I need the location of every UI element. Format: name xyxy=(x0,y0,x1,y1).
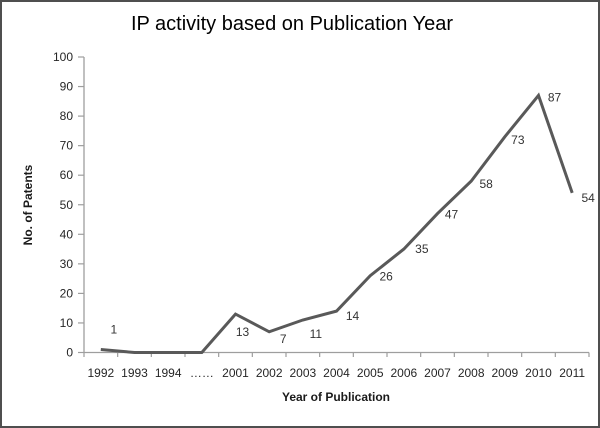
data-label: 13 xyxy=(236,325,250,339)
y-tick-label: 40 xyxy=(60,227,74,241)
data-label: 26 xyxy=(379,270,393,284)
x-tick-label: 1994 xyxy=(155,366,182,380)
x-tick-label: 1992 xyxy=(87,366,114,380)
x-tick-label: 2011 xyxy=(559,366,585,380)
y-tick-label: 10 xyxy=(60,316,74,330)
x-tick-label: 2010 xyxy=(525,366,552,380)
x-tick-label: 2006 xyxy=(390,366,417,380)
data-label: 58 xyxy=(479,177,493,191)
y-tick-label: 90 xyxy=(60,80,74,94)
y-tick-label: 50 xyxy=(60,198,74,212)
data-label: 14 xyxy=(346,309,360,323)
x-tick-label: 2008 xyxy=(458,366,485,380)
y-tick-label: 70 xyxy=(60,139,74,153)
data-label: 35 xyxy=(415,242,429,256)
y-tick-label: 60 xyxy=(60,168,74,182)
data-label: 87 xyxy=(548,90,562,104)
x-tick-label: 2004 xyxy=(323,366,350,380)
x-tick-label: …… xyxy=(190,366,214,380)
data-label: 54 xyxy=(581,191,595,205)
x-tick-label: 2009 xyxy=(491,366,518,380)
data-label: 7 xyxy=(280,332,287,346)
data-label: 11 xyxy=(310,327,323,341)
y-tick-label: 100 xyxy=(53,50,73,64)
chart-title: IP activity based on Publication Year xyxy=(130,13,454,35)
y-tick-label: 20 xyxy=(60,286,74,300)
x-axis-title: Year of Publication xyxy=(281,390,391,404)
x-tick-label: 2003 xyxy=(289,366,316,380)
x-tick-label: 2002 xyxy=(256,366,283,380)
y-tick-label: 80 xyxy=(60,109,74,123)
x-tick-label: 2001 xyxy=(222,366,249,380)
x-tick-label: 2005 xyxy=(357,366,384,380)
x-tick-label: 1993 xyxy=(121,366,148,380)
y-axis-title: No. of Patents xyxy=(21,164,35,246)
data-label: 1 xyxy=(110,323,117,337)
y-tick-label: 30 xyxy=(60,257,74,271)
y-tick-label: 0 xyxy=(66,346,73,360)
x-tick-label: 2007 xyxy=(424,366,451,380)
data-label: 73 xyxy=(511,133,525,147)
data-label: 47 xyxy=(445,208,459,222)
data-series-line xyxy=(100,92,574,354)
